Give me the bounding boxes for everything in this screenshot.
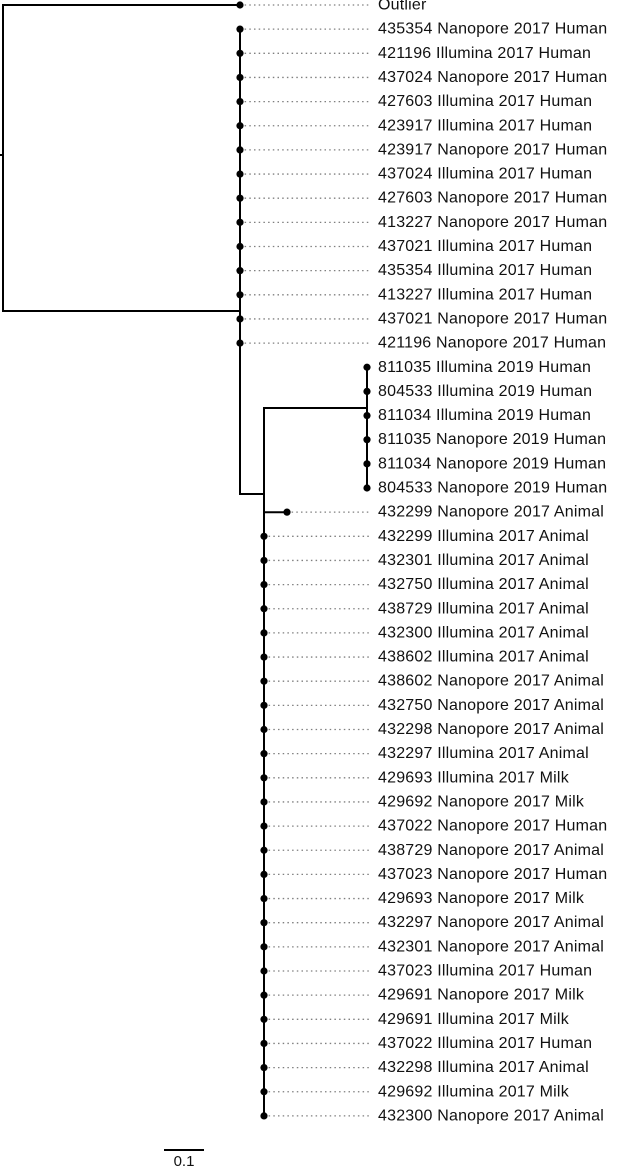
- tip-label: 438602 Nanopore 2017 Animal: [378, 673, 604, 690]
- tip-node-dot: [260, 653, 268, 661]
- tip-node-dot: [236, 122, 244, 130]
- tip-node-dot: [260, 894, 268, 903]
- tip-label: 432300 Illumina 2017 Animal: [378, 624, 589, 641]
- tip-label: 432301 Nanopore 2017 Animal: [378, 938, 604, 955]
- tip-label: 429693 Nanopore 2017 Milk: [378, 890, 585, 907]
- tip-node-dot: [260, 798, 268, 806]
- tip-node-dot: [283, 508, 291, 516]
- tip-label: 437022 Illumina 2017 Human: [378, 1035, 592, 1052]
- tip-label: 421196 Illumina 2017 Human: [378, 45, 591, 62]
- tip-label: 432300 Nanopore 2017 Animal: [378, 1107, 604, 1124]
- tip-node-dot: [260, 822, 268, 830]
- tip-label: 413227 Illumina 2017 Human: [378, 286, 592, 303]
- tip-node-dot: [260, 581, 268, 589]
- tip-label: 438729 Nanopore 2017 Animal: [378, 842, 604, 859]
- tip-node-dot: [260, 629, 268, 637]
- tip-label: 811034 Nanopore 2019 Human: [378, 455, 606, 472]
- tip-label: 435354 Illumina 2017 Human: [378, 262, 592, 279]
- tip-node-dot: [236, 170, 244, 178]
- tip-node-dot: [260, 846, 268, 854]
- tip-node-dot: [236, 267, 244, 275]
- tip-node-dot: [260, 750, 268, 758]
- tip-label: 437021 Nanopore 2017 Human: [378, 310, 607, 327]
- tip-label: 432299 Nanopore 2017 Animal: [378, 504, 604, 521]
- tip-node-dot: [236, 146, 244, 154]
- tip-label: 429693 Illumina 2017 Milk: [378, 769, 570, 786]
- tip-node-dot: [236, 1, 244, 9]
- tip-node-dot: [363, 460, 371, 468]
- tip-node-dot: [260, 1039, 268, 1048]
- tip-node-dot: [236, 339, 244, 347]
- tip-node-dot: [236, 291, 244, 299]
- tip-label: 429692 Nanopore 2017 Milk: [378, 793, 585, 810]
- tip-label: 437021 Illumina 2017 Human: [378, 238, 592, 255]
- tip-label: 423917 Nanopore 2017 Human: [378, 141, 607, 158]
- tip-node-dot: [236, 242, 244, 251]
- tip-label: 438602 Illumina 2017 Animal: [378, 649, 589, 666]
- tip-label: 429691 Illumina 2017 Milk: [378, 1011, 570, 1028]
- tip-node-dot: [260, 532, 268, 540]
- tip-label: Outlier: [378, 0, 427, 14]
- tip-label: 429692 Illumina 2017 Milk: [378, 1083, 570, 1100]
- tip-node-dot: [260, 1064, 268, 1072]
- tip-node-dot: [236, 49, 244, 57]
- tip-node-dot: [236, 194, 244, 202]
- tip-label: 427603 Illumina 2017 Human: [378, 93, 592, 110]
- tip-node-dot: [236, 218, 244, 226]
- tip-label: 811035 Illumina 2019 Human: [378, 359, 591, 376]
- tip-label: 437024 Illumina 2017 Human: [378, 166, 592, 183]
- tip-node-dot: [260, 1088, 268, 1096]
- tip-node-dot: [260, 870, 268, 879]
- tip-node-dot: [260, 677, 268, 685]
- tip-label: 423917 Illumina 2017 Human: [378, 117, 592, 134]
- tip-node-dot: [260, 774, 268, 782]
- tip-node-dot: [260, 943, 268, 951]
- tip-label: 432301 Illumina 2017 Animal: [378, 552, 589, 569]
- tip-label: 804533 Illumina 2019 Human: [378, 383, 592, 400]
- tip-node-dot: [260, 1112, 268, 1120]
- tip-node-dot: [260, 701, 268, 709]
- tip-node-dot: [236, 25, 244, 33]
- tip-node-dot: [260, 605, 268, 613]
- tip-label: 804533 Nanopore 2019 Human: [378, 480, 607, 497]
- tip-node-dot: [363, 411, 371, 420]
- tip-node-dot: [363, 436, 371, 444]
- tip-node-dot: [363, 484, 371, 492]
- tip-label: 811035 Nanopore 2019 Human: [378, 431, 606, 448]
- tip-label: 438729 Illumina 2017 Animal: [378, 600, 589, 617]
- tip-label: 432299 Illumina 2017 Animal: [378, 528, 589, 545]
- tip-node-dot: [260, 991, 268, 999]
- tip-node-dot: [236, 98, 244, 106]
- tip-label: 437024 Nanopore 2017 Human: [378, 69, 607, 86]
- tip-label: 432298 Illumina 2017 Animal: [378, 1059, 589, 1076]
- tip-label: 432297 Nanopore 2017 Animal: [378, 914, 604, 931]
- tip-node-dot: [363, 387, 371, 395]
- tip-node-dot: [260, 919, 268, 927]
- tip-label: 437022 Nanopore 2017 Human: [378, 818, 607, 835]
- tip-label: 435354 Nanopore 2017 Human: [378, 21, 607, 38]
- tip-label: 811034 Illumina 2019 Human: [378, 407, 591, 424]
- tip-label: 432297 Illumina 2017 Animal: [378, 745, 589, 762]
- tip-node-dot: [236, 73, 244, 82]
- tip-node-dot: [260, 1015, 268, 1023]
- tip-node-dot: [236, 315, 244, 323]
- tip-label: 427603 Nanopore 2017 Human: [378, 190, 607, 207]
- tip-node-dot: [363, 363, 371, 371]
- tip-label: 432750 Nanopore 2017 Animal: [378, 697, 604, 714]
- tip-label: 437023 Nanopore 2017 Human: [378, 866, 607, 883]
- tip-label: 429691 Nanopore 2017 Milk: [378, 987, 585, 1004]
- tip-label: 421196 Nanopore 2017 Human: [378, 335, 606, 352]
- tip-label: 413227 Nanopore 2017 Human: [378, 214, 607, 231]
- tip-label: 432298 Nanopore 2017 Animal: [378, 721, 604, 738]
- tip-label: 437023 Illumina 2017 Human: [378, 963, 592, 980]
- tip-label: 432750 Illumina 2017 Animal: [378, 576, 589, 593]
- scale-bar-label: 0.1: [174, 1153, 195, 1170]
- tip-node-dot: [260, 967, 268, 975]
- tip-node-dot: [260, 556, 268, 565]
- tip-node-dot: [260, 725, 268, 734]
